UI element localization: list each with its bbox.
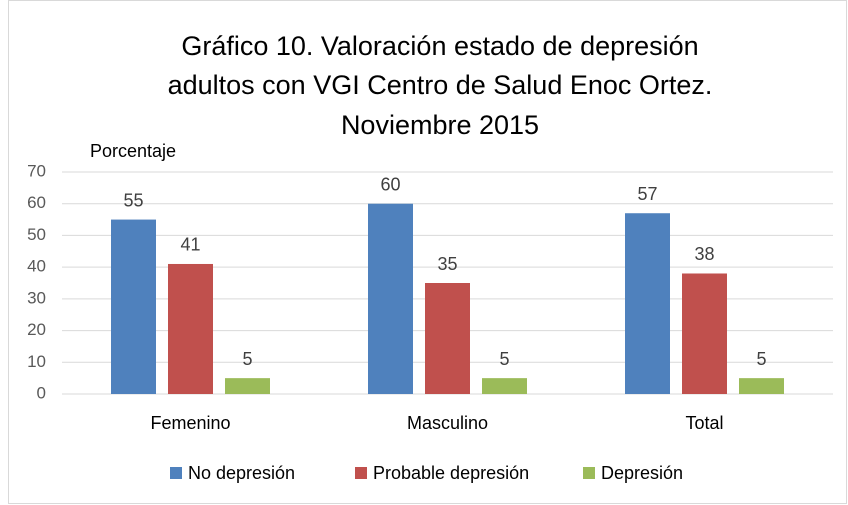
chart-title: adultos con VGI Centro de Salud Enoc Ort… — [168, 70, 713, 100]
legend-swatch — [583, 467, 595, 479]
data-label: 41 — [180, 235, 200, 255]
legend-label: Probable depresión — [373, 463, 529, 483]
y-tick-label: 20 — [27, 320, 46, 339]
data-label: 60 — [380, 174, 400, 194]
bar — [625, 213, 670, 394]
chart-title: Noviembre 2015 — [341, 110, 539, 140]
data-label: 5 — [242, 349, 252, 369]
bar — [482, 378, 527, 394]
chart-title: Gráfico 10. Valoración estado de depresi… — [181, 31, 698, 61]
legend-swatch — [170, 467, 182, 479]
data-label: 35 — [437, 254, 457, 274]
legend-label: Depresión — [601, 463, 683, 483]
y-tick-label: 0 — [37, 383, 46, 402]
bar — [682, 273, 727, 394]
bar — [425, 283, 470, 394]
legend-label: No depresión — [188, 463, 295, 483]
data-label: 55 — [123, 190, 143, 210]
y-tick-label: 30 — [27, 288, 46, 307]
y-tick-label: 10 — [27, 352, 46, 371]
data-label: 38 — [694, 244, 714, 264]
legend-swatch — [355, 467, 367, 479]
y-tick-label: 40 — [27, 257, 46, 276]
y-axis-label: Porcentaje — [90, 141, 176, 161]
x-tick-label: Total — [685, 413, 723, 433]
bar — [168, 263, 213, 394]
data-label: 5 — [756, 349, 766, 369]
y-tick-label: 60 — [27, 193, 46, 212]
x-tick-label: Masculino — [407, 413, 488, 433]
x-tick-label: Femenino — [150, 413, 230, 433]
bar — [111, 219, 156, 394]
y-tick-label: 70 — [27, 161, 46, 180]
data-label: 5 — [499, 349, 509, 369]
bar — [225, 378, 270, 394]
data-label: 57 — [637, 184, 657, 204]
y-tick-label: 50 — [27, 225, 46, 244]
bar — [739, 378, 784, 394]
bar — [368, 203, 413, 394]
